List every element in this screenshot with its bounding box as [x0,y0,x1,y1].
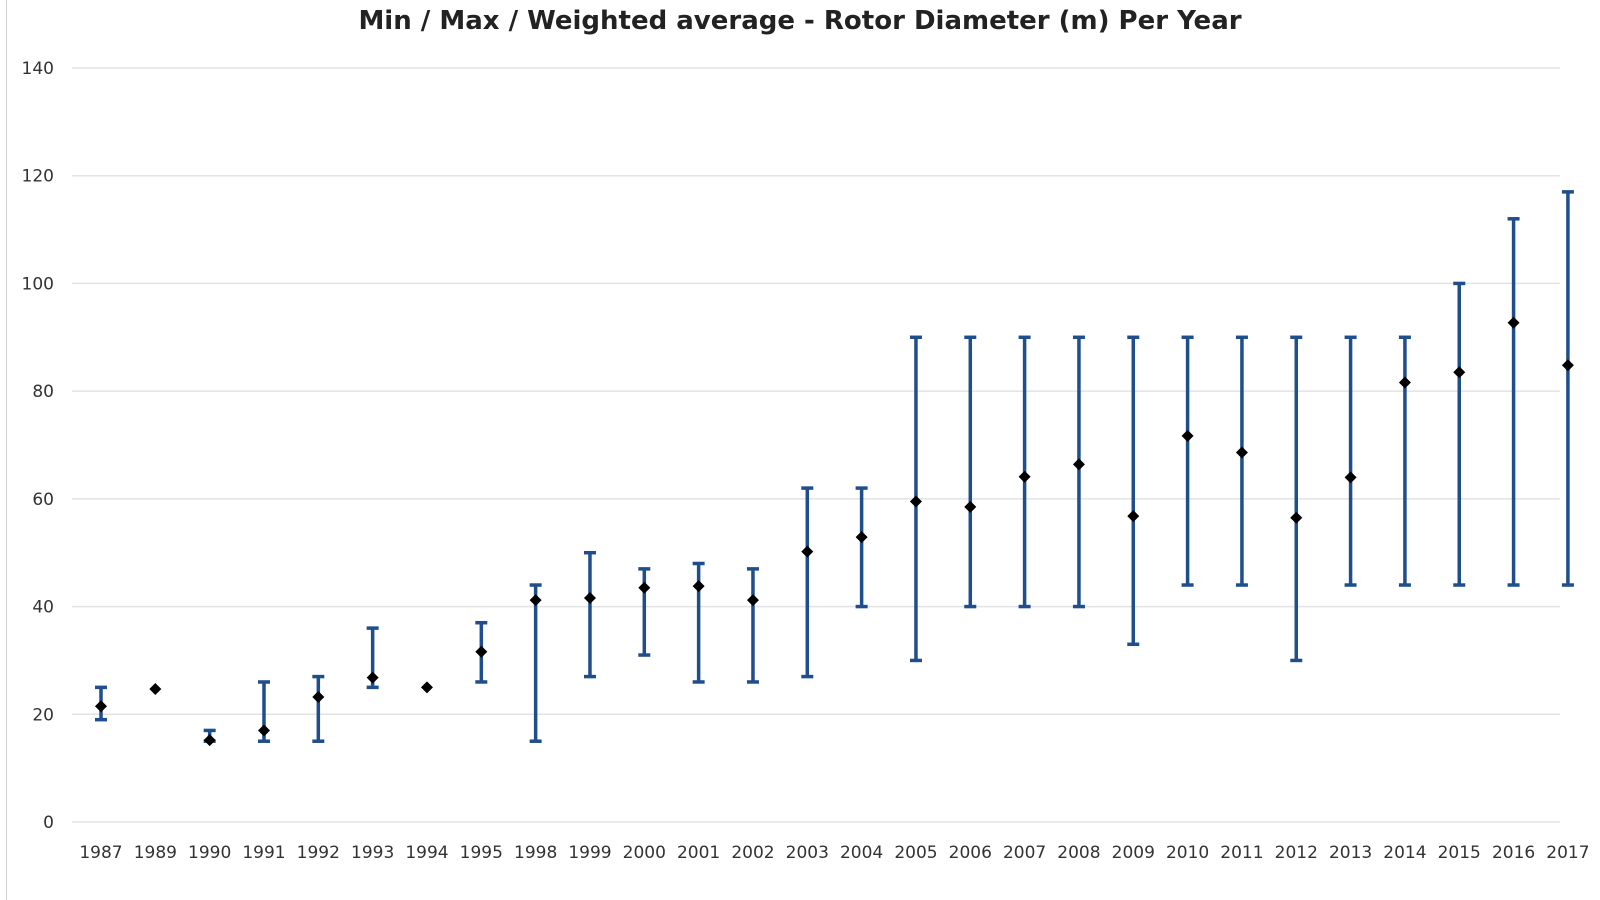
x-tick-label: 2013 [1329,843,1372,863]
average-point-2006 [964,500,977,513]
y-tick-label: 140 [22,59,54,79]
range-bar-2006 [964,335,977,609]
x-tick-label: 2007 [1003,843,1046,863]
average-point-1994 [420,681,433,694]
x-tick-label: 2015 [1438,843,1481,863]
x-tick-label: 2002 [731,843,774,863]
average-point-2001 [692,580,705,593]
range-bar-2009 [1127,335,1140,647]
average-point-2003 [801,545,814,558]
range-bar-2003 [801,486,814,679]
average-point-2011 [1235,446,1248,459]
average-point-2016 [1507,316,1520,329]
average-point-2017 [1561,359,1574,372]
x-tick-label: 1991 [242,843,285,863]
y-tick-label: 80 [32,382,54,402]
range-bar-2010 [1181,335,1194,587]
x-tick-label: 2000 [623,843,666,863]
average-point-1998 [529,594,542,607]
average-point-2009 [1127,510,1140,523]
min-max-ranges [95,190,1574,743]
range-bar-2012 [1290,335,1303,663]
x-tick-label: 2017 [1546,843,1589,863]
average-point-2005 [909,495,922,508]
average-point-2007 [1018,470,1031,483]
range-bar-2013 [1344,335,1357,587]
chart-border [6,0,7,900]
y-tick-label: 60 [32,490,54,510]
x-tick-label: 1987 [79,843,122,863]
x-axis-ticks: 1987 1989 1990 1991 1992 1993 1994 1995 1998 1999… [79,843,1589,863]
average-markers [95,316,1574,747]
y-tick-label: 0 [43,813,54,833]
x-tick-label: 1992 [297,843,340,863]
y-tick-label: 100 [22,274,54,294]
x-tick-label: 1994 [405,843,448,863]
average-point-1987 [95,700,107,713]
average-point-2000 [638,581,651,594]
average-point-1995 [475,645,488,658]
x-tick-label: 2012 [1275,843,1318,863]
range-bar-1999 [583,550,596,679]
range-bar-2002 [746,567,759,684]
average-point-2004 [855,531,868,544]
average-point-2002 [746,594,759,607]
average-point-2014 [1398,376,1411,389]
range-bar-2017 [1561,190,1574,587]
average-point-2010 [1181,429,1194,442]
average-point-2013 [1344,471,1357,484]
gridlines [72,67,1560,823]
range-bar-1998 [529,583,542,743]
range-bar-2015 [1453,281,1466,587]
y-tick-label: 20 [32,705,54,725]
x-tick-label: 1998 [514,843,557,863]
average-point-1999 [583,591,596,604]
range-bar-2014 [1398,335,1411,587]
x-tick-label: 2004 [840,843,883,863]
average-point-1990 [203,734,216,747]
average-point-2008 [1072,458,1085,471]
average-point-1992 [312,691,325,704]
range-bar-2008 [1072,335,1085,609]
x-tick-label: 2005 [894,843,937,863]
range-bar-2004 [855,486,868,609]
range-bar-2016 [1507,217,1520,587]
x-tick-label: 2006 [949,843,992,863]
x-tick-label: 1989 [134,843,177,863]
average-point-2012 [1290,511,1303,524]
x-tick-label: 1995 [460,843,503,863]
x-tick-label: 2008 [1057,843,1100,863]
chart-title: Min / Max / Weighted average - Rotor Dia… [358,6,1242,36]
range-bar-1992 [312,674,325,743]
y-tick-label: 120 [22,167,54,187]
x-tick-label: 2011 [1220,843,1263,863]
average-point-1991 [257,724,270,737]
y-axis-ticks: 0 20 40 60 80 100 120 140 [22,59,54,833]
x-tick-label: 2010 [1166,843,1209,863]
x-tick-label: 1990 [188,843,231,863]
x-tick-label: 1993 [351,843,394,863]
x-tick-label: 2009 [1112,843,1155,863]
x-tick-label: 1999 [568,843,611,863]
range-bar-2011 [1235,335,1248,587]
x-tick-label: 2003 [786,843,829,863]
x-tick-label: 2016 [1492,843,1535,863]
x-tick-label: 2001 [677,843,720,863]
average-point-1993 [366,671,379,684]
average-point-2015 [1453,366,1466,379]
average-point-1989 [149,682,162,695]
y-tick-label: 40 [32,598,54,618]
x-tick-label: 2014 [1383,843,1426,863]
